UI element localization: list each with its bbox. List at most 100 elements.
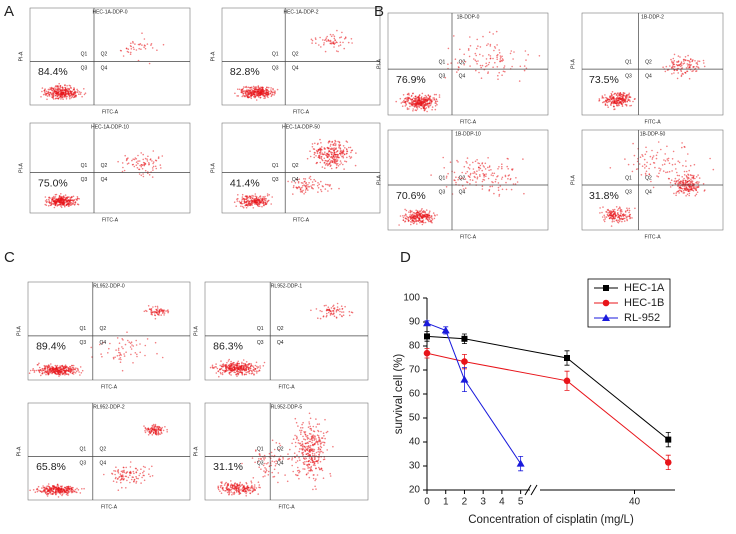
event-dot (417, 220, 420, 223)
event-dot (321, 310, 323, 313)
event-dot (306, 157, 309, 160)
event-dot (55, 97, 57, 99)
event-dot (60, 90, 62, 93)
event-dot (609, 210, 612, 212)
flow-y-label: PI-A (376, 174, 382, 184)
quadrant-label: Q2 (99, 326, 106, 332)
event-dot (144, 427, 147, 430)
event-dot (236, 365, 238, 368)
event-dot (476, 176, 479, 178)
event-dot (618, 220, 621, 223)
event-dot (488, 31, 491, 33)
event-dot (148, 473, 150, 476)
quadrant-label: Q1 (81, 163, 88, 169)
event-dot (457, 62, 459, 64)
event-dot (497, 189, 500, 191)
event-dot (490, 174, 493, 176)
event-dot (38, 366, 41, 369)
event-dot (141, 476, 143, 479)
event-dot (36, 490, 39, 493)
event-dot (690, 64, 692, 66)
event-dot (405, 97, 407, 100)
event-dot (525, 67, 528, 70)
event-dot (423, 105, 426, 107)
event-dot (628, 211, 630, 214)
event-dot (252, 93, 255, 96)
event-dot (269, 92, 272, 95)
event-dot (266, 193, 269, 195)
event-dot (456, 159, 458, 162)
event-dot (330, 143, 332, 146)
event-dot (67, 491, 70, 494)
event-dot (418, 101, 421, 103)
event-dot (333, 147, 336, 149)
event-dot (310, 309, 312, 312)
event-dot (419, 221, 421, 224)
event-dot (56, 199, 59, 202)
event-dot (484, 168, 487, 170)
event-dot (625, 97, 627, 99)
event-dot (307, 184, 309, 186)
event-dot (257, 86, 260, 88)
quadrant-label: Q4 (292, 177, 299, 183)
event-dot (695, 62, 698, 64)
event-dot (673, 192, 675, 195)
event-dot (676, 174, 679, 177)
event-dot (241, 95, 243, 98)
event-dot (70, 196, 72, 199)
event-dot (56, 95, 59, 97)
event-dot (692, 176, 694, 179)
event-dot (244, 198, 246, 200)
event-dot (500, 56, 502, 59)
event-dot (315, 162, 318, 165)
event-dot (447, 47, 450, 50)
event-dot (671, 170, 673, 172)
event-dot (245, 492, 247, 495)
flow-x-label: FITC-A (644, 119, 661, 125)
quadrant-label: Q2 (101, 163, 108, 169)
event-dot (238, 491, 240, 494)
event-dot (335, 164, 338, 166)
event-dot (324, 151, 326, 153)
event-dot (250, 93, 253, 96)
event-dot (339, 44, 342, 46)
event-dot (223, 484, 226, 486)
event-dot (327, 190, 329, 192)
event-dot (412, 104, 414, 106)
event-dot (488, 169, 490, 172)
event-dot (416, 210, 419, 212)
event-dot (326, 164, 329, 167)
event-dot (688, 63, 691, 66)
event-dot (493, 46, 496, 48)
event-dot (417, 105, 419, 108)
event-dot (324, 183, 327, 186)
event-dot (143, 310, 146, 313)
event-dot (52, 98, 55, 100)
event-dot (338, 145, 341, 147)
event-dot (242, 359, 245, 361)
event-dot (658, 172, 660, 175)
event-dot (59, 493, 62, 495)
event-dot (161, 312, 164, 314)
event-dot (121, 470, 124, 472)
plot-title: HEC-1A-DDP-50 (282, 124, 320, 130)
event-dot (129, 474, 131, 477)
event-dot (511, 65, 513, 68)
event-dot (485, 173, 487, 175)
panel-letter: B (374, 3, 384, 20)
event-dot (129, 45, 132, 47)
event-dot (39, 369, 42, 371)
event-dot (161, 309, 164, 311)
event-dot (331, 160, 334, 162)
event-dot (335, 309, 338, 312)
event-dot (425, 216, 428, 219)
event-dot (163, 312, 166, 314)
event-dot (254, 193, 257, 195)
event-dot (270, 203, 273, 205)
event-dot (477, 162, 479, 164)
event-dot (316, 184, 319, 187)
event-dot (38, 362, 40, 365)
